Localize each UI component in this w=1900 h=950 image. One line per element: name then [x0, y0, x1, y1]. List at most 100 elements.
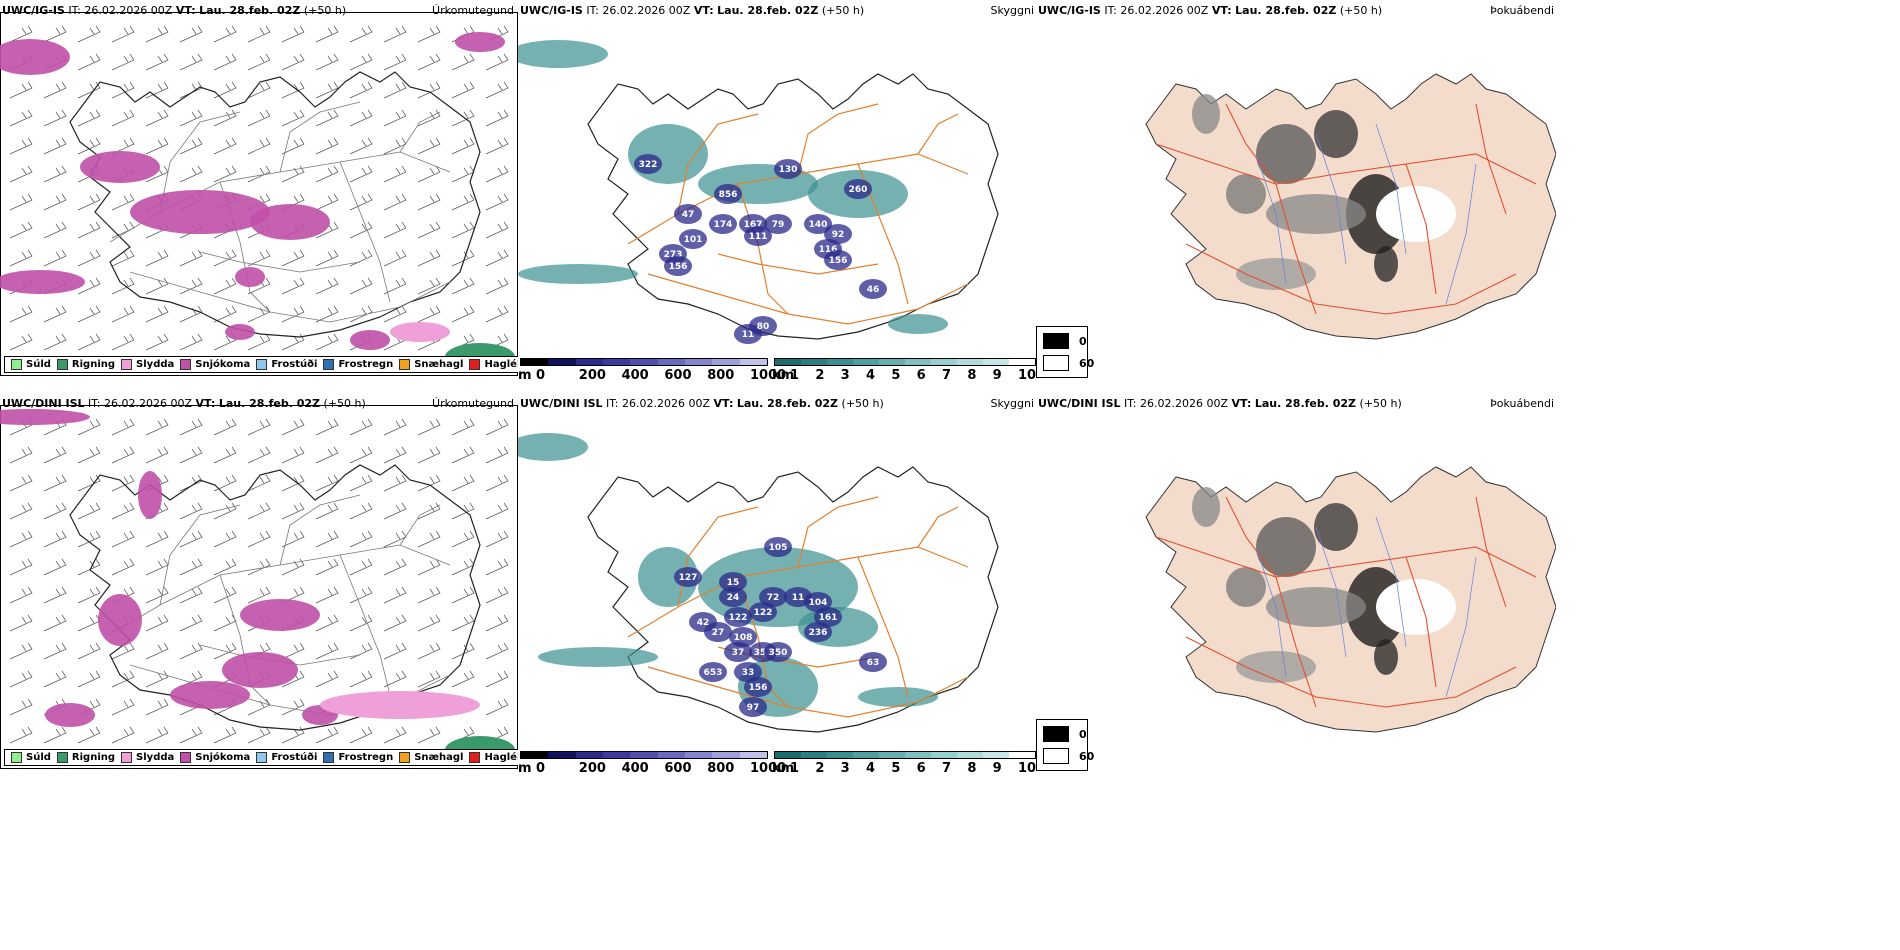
fog-area: [1236, 258, 1316, 290]
cloud-base-patch: [674, 567, 702, 587]
legend-swatch: [323, 359, 335, 370]
cloud-base-patch: [824, 224, 852, 244]
cloud-base-patch: [724, 642, 752, 662]
cloud-base-patch: [749, 602, 777, 622]
legend-label: Haglél: [484, 752, 518, 763]
header-vt-label: VT:: [1211, 4, 1232, 17]
header-it: 26.02.2026 00Z: [1120, 4, 1209, 17]
fog-legend: 0 60: [1036, 719, 1094, 771]
cloud-base-patch: [674, 204, 702, 224]
panel-title: Skyggni: [990, 4, 1034, 17]
cloud-base-value: 27: [712, 628, 725, 638]
legend-label: Rigning: [71, 752, 116, 763]
cloud-base-patch: [774, 159, 802, 179]
precip-type-map: UWC/IG-IS IT: 26.02.2026 00Z VT: Lau. 28…: [0, 0, 518, 380]
cloud-base-patch: [804, 622, 832, 642]
legend-item: Snæhagl: [399, 752, 463, 763]
cloud-base-value: 33: [742, 668, 755, 678]
legend-swatch: [323, 752, 335, 763]
header-model: UWC/DINI ISL: [520, 397, 603, 410]
cloud-base-value: 104: [809, 598, 828, 608]
legend-label: Slydda: [136, 359, 175, 370]
header-model: UWC/IG-IS: [1038, 4, 1101, 17]
legend-item: Súld: [11, 752, 51, 763]
legend-item: Slydda: [121, 359, 174, 370]
legend-item: Slydda: [121, 752, 174, 763]
cloud-base-value: 350: [769, 648, 788, 658]
snow-area: [45, 703, 95, 727]
cloud-base-patch: [704, 622, 732, 642]
precip-map-canvas: [0, 25, 515, 371]
wind-barbs: [9, 25, 509, 351]
legend-item: Haglél: [469, 359, 518, 370]
visibility-colorbar: km 1 2 3 4 5 6 7 8 9 10: [772, 751, 1036, 773]
cloud-base-value: 130: [779, 165, 798, 175]
cloud-base-value: 108: [734, 633, 753, 643]
fog-area: [1192, 94, 1220, 134]
fog-area: [1256, 517, 1316, 577]
precip-type-map: UWC/DINI ISL IT: 26.02.2026 00Z VT: Lau.…: [0, 393, 518, 773]
snow-area: [0, 270, 85, 294]
cloud-base-value: 24: [727, 593, 740, 603]
header-it-label: IT:: [606, 397, 619, 410]
fog-legend-swatch: [1043, 355, 1069, 371]
fog-area: [1314, 503, 1358, 551]
colorbar-tick: 1000: [750, 368, 787, 380]
cloud-base-patch: [664, 256, 692, 276]
header-lead: (+50 h): [303, 4, 347, 17]
snow-area: [235, 267, 265, 287]
colorbar-tick: 200: [578, 368, 606, 380]
clear-area: [1376, 579, 1456, 635]
cloud-base-value: 116: [819, 245, 838, 255]
snow-area: [0, 409, 90, 425]
legend-swatch: [11, 359, 22, 370]
colorbar-tick: 400: [621, 761, 649, 773]
fog-area: [1236, 651, 1316, 683]
wind-barbs: [9, 418, 509, 744]
fog-indicator-map: UWC/IG-IS IT: 26.02.2026 00Z VT: Lau. 28…: [1036, 0, 1556, 380]
fog-legend-item: 0: [1043, 726, 1087, 742]
cloud-base-patch: [814, 607, 842, 627]
cloud-base-value: 156: [749, 683, 768, 693]
low-visibility-area: [518, 264, 638, 284]
fog-legend-item: 0: [1043, 333, 1087, 349]
cloud-base-patch: [729, 627, 757, 647]
cloud-base-patch: [759, 587, 787, 607]
cloud-base-patch: [764, 642, 792, 662]
cloud-base-value: 46: [867, 285, 880, 295]
cloud-base-value: 260: [849, 185, 868, 195]
snow-area: [138, 471, 162, 519]
clear-area: [1376, 186, 1456, 242]
cloud-base-patch: [804, 214, 832, 234]
colorbar-tick: 0: [536, 761, 546, 773]
header-vt: Lau. 28.feb. 02Z: [1254, 397, 1357, 410]
fog-legend-item: 60: [1043, 355, 1094, 371]
fog-area: [1374, 246, 1398, 282]
fog-legend-label: 60: [1079, 356, 1095, 370]
colorbar-tick: 10: [1018, 761, 1036, 773]
header-it-label: IT:: [68, 4, 81, 17]
snow-area: [80, 151, 160, 183]
header-it: 26.02.2026 00Z: [1140, 397, 1229, 410]
fog-legend-swatch: [1043, 726, 1069, 742]
legend-swatch: [11, 752, 22, 763]
fog-indicator-map: UWC/DINI ISL IT: 26.02.2026 00Z VT: Lau.…: [1036, 393, 1556, 773]
cloud-base-patch: [679, 229, 707, 249]
legend-label: Slydda: [136, 752, 175, 763]
cloud-base-patch: [699, 662, 727, 682]
cloud-base-patch: [764, 537, 792, 557]
cloud-base-value: 111: [749, 232, 768, 242]
legend-item: Rigning: [56, 359, 115, 370]
fog-map-canvas: [1145, 73, 1556, 340]
cloud-base-value: 92: [832, 230, 845, 240]
fog-area: [1226, 567, 1266, 607]
sleet-area: [320, 691, 480, 719]
cloud-base-patch: [859, 279, 887, 299]
snow-area: [0, 39, 70, 75]
cloud-base-value: 105: [769, 543, 788, 553]
legend-label: Snjókoma: [195, 752, 251, 763]
colorbar-tick: 600: [664, 368, 692, 380]
header-vt-label: VT:: [195, 397, 216, 410]
cloud-base-patch: [734, 662, 762, 682]
